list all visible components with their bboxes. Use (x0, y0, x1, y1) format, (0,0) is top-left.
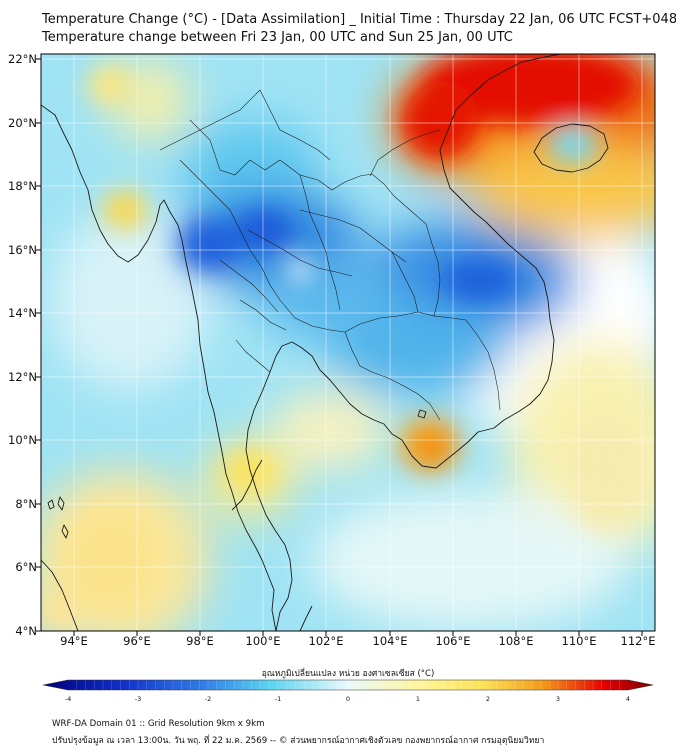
admin-borders (159, 89, 501, 421)
lat-label-10: 10°N (8, 433, 37, 447)
map-frame (40, 53, 656, 632)
footer-update-info: ปรับปรุงข้อมูล ณ เวลา 13:00น. วัน พฤ. ที… (52, 736, 545, 746)
lat-label-6: 6°N (15, 560, 37, 574)
chart-subtitle: Temperature change between Fri 23 Jan, 0… (42, 30, 513, 45)
lon-label-96: 96°E (123, 634, 151, 648)
lon-label-98: 98°E (186, 634, 214, 648)
cbar-tick-0: 0 (346, 695, 350, 703)
lat-label-16: 16°N (8, 243, 37, 257)
cbar-tick-m1: -1 (275, 695, 281, 703)
cbar-tick-1: 1 (416, 695, 420, 703)
axis-ticks (36, 58, 643, 636)
chart-title: Temperature Change (°C) - [Data Assimila… (42, 12, 676, 27)
latitude-labels: 22°N 20°N 18°N 16°N 14°N 12°N 10°N 8°N 6… (8, 52, 37, 638)
lon-label-112: 112°E (621, 634, 656, 648)
lon-label-102: 102°E (309, 634, 344, 648)
lon-label-108: 108°E (499, 634, 534, 648)
colorbar-tick-labels: -4 -3 -2 -1 0 1 2 3 4 (65, 695, 630, 703)
cbar-tick-m2: -2 (205, 695, 211, 703)
lat-label-18: 18°N (8, 179, 37, 193)
temperature-field (41, 54, 655, 631)
lon-label-100: 100°E (246, 634, 281, 648)
colorbar-title: อุณหภูมิเปลี่ยนแปลง หน่วย องศาเซลเซียส (… (262, 667, 435, 679)
longitude-labels: 94°E 96°E 98°E 100°E 102°E 104°E 106°E 1… (60, 634, 655, 648)
cbar-tick-2: 2 (486, 695, 490, 703)
colorbar-segments (76, 680, 620, 690)
lat-label-8: 8°N (15, 497, 37, 511)
coastlines (41, 54, 609, 631)
lon-label-110: 110°E (562, 634, 597, 648)
cbar-tick-4: 4 (626, 695, 630, 703)
footer-model-info: WRF-DA Domain 01 :: Grid Resolution 9km … (52, 719, 265, 729)
lat-label-14: 14°N (8, 306, 37, 320)
lon-label-104: 104°E (373, 634, 408, 648)
lat-label-22: 22°N (8, 52, 37, 66)
cbar-tick-m3: -3 (135, 695, 141, 703)
colorbar (42, 679, 654, 691)
lon-label-94: 94°E (60, 634, 88, 648)
lat-label-4: 4°N (15, 624, 37, 638)
lon-label-106: 106°E (436, 634, 471, 648)
lat-label-12: 12°N (8, 370, 37, 384)
cbar-tick-3: 3 (556, 695, 560, 703)
cbar-tick-m4: -4 (65, 695, 71, 703)
lat-label-20: 20°N (8, 116, 37, 130)
